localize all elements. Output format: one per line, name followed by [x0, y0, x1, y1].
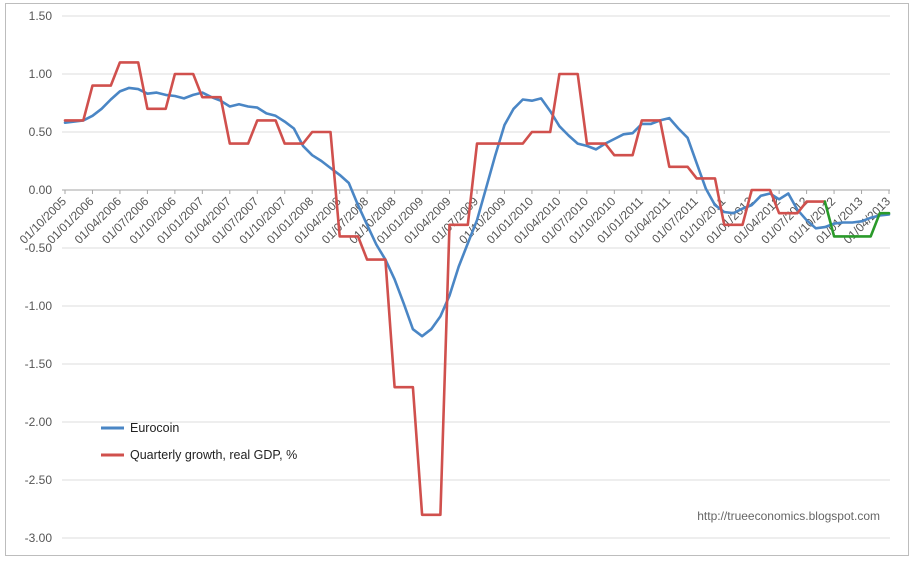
eurocoin-line	[63, 86, 891, 338]
y-axis-ticks: 1.50 1.00 0.50 0.00 -0.50 -1.00 -1.50 -2.00 -2.5…	[25, 9, 53, 545]
y-tick-label: -1.50	[25, 357, 53, 371]
y-tick-label: -2.00	[25, 415, 53, 429]
forecast-line	[823, 200, 891, 238]
y-tick-label: 1.50	[29, 9, 53, 23]
legend: Eurocoin Quarterly growth, real GDP, %	[101, 421, 297, 462]
y-tick-label: -0.50	[25, 241, 53, 255]
x-axis-ticks: 01/10/200501/01/200601/04/200601/07/2006…	[17, 194, 894, 247]
y-tick-label: -1.00	[25, 299, 53, 313]
y-tick-label: -3.00	[25, 531, 53, 545]
chart-frame	[5, 3, 909, 556]
y-tick-label: -2.50	[25, 473, 53, 487]
source-credit: http://trueeconomics.blogspot.com	[697, 509, 880, 523]
y-tick-label: 1.00	[29, 67, 53, 81]
gdp-growth-line	[63, 61, 827, 517]
gridlines	[62, 15, 890, 539]
legend-eurocoin-label: Eurocoin	[130, 421, 179, 435]
y-tick-label: 0.00	[29, 183, 53, 197]
y-tick-label: 0.50	[29, 125, 53, 139]
legend-gdp-label: Quarterly growth, real GDP, %	[130, 448, 297, 462]
series-lines	[63, 61, 891, 517]
